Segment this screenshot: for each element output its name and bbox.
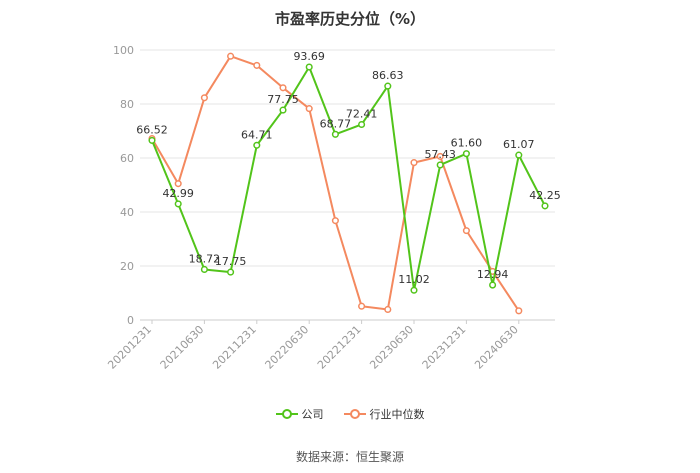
data-label-company: 12.94 (477, 268, 509, 281)
data-point-industry-median (515, 307, 523, 315)
x-tick-label: 20230630 (367, 323, 416, 372)
data-point-company (279, 106, 287, 114)
data-point-company (462, 150, 470, 158)
x-tick-label: 20231231 (420, 323, 469, 372)
data-point-industry-median (331, 217, 339, 225)
data-label-company: 57.43 (424, 148, 456, 161)
data-label-company: 77.75 (267, 93, 299, 106)
data-point-industry-median (358, 302, 366, 310)
legend-label-company: 公司 (301, 408, 324, 421)
data-label-company: 42.25 (529, 189, 561, 202)
x-tick-label: 20240630 (472, 323, 521, 372)
data-label-company: 86.63 (372, 69, 404, 82)
legend-item-company[interactable]: 公司 (275, 406, 324, 422)
data-point-company (227, 268, 235, 276)
x-tick-label: 20211231 (210, 323, 259, 372)
data-label-company: 18.72 (189, 252, 221, 265)
data-point-industry-median (462, 227, 470, 235)
legend-swatch-industry-median (343, 409, 366, 419)
x-tick-label: 20220630 (263, 323, 312, 372)
data-label-company: 17.75 (215, 255, 247, 268)
data-label-company: 64.71 (241, 128, 273, 141)
data-point-company (305, 63, 313, 71)
data-label-company: 61.07 (503, 138, 535, 151)
data-point-company (358, 120, 366, 129)
data-label-company: 11.02 (398, 273, 430, 286)
data-label-company: 61.60 (451, 137, 483, 150)
series-line-industry-median (151, 55, 520, 312)
data-point-industry-median (200, 94, 208, 102)
data-point-industry-median (384, 305, 392, 314)
legend: 公司 行业中位数 (0, 406, 700, 422)
data-point-company (384, 82, 392, 90)
data-label-company: 68.77 (320, 117, 352, 130)
y-tick-label: 20 (120, 260, 134, 273)
data-point-industry-median (436, 152, 444, 160)
data-point-company (436, 161, 444, 169)
data-point-industry-median (279, 84, 287, 92)
data-point-company (541, 202, 549, 210)
y-tick-label: 80 (120, 98, 134, 111)
data-point-company (174, 200, 182, 208)
data-point-company (331, 130, 339, 138)
chart-title: 市盈率历史分位（%） (274, 10, 426, 28)
data-label-company: 72.41 (346, 107, 378, 120)
series-line-company (151, 66, 546, 292)
data-label-company: 93.69 (293, 50, 325, 63)
x-tick-label: 20221231 (315, 323, 364, 372)
legend-label-industry-median: 行业中位数 (369, 408, 425, 421)
data-point-company (148, 136, 156, 144)
data-point-company (515, 151, 523, 159)
data-label-company: 42.99 (162, 187, 194, 200)
data-point-industry-median (174, 180, 182, 188)
data-point-industry-median (227, 52, 235, 60)
legend-item-industry-median[interactable]: 行业中位数 (343, 406, 425, 422)
data-point-company (489, 281, 497, 289)
legend-swatch-company (275, 409, 298, 419)
data-point-company (200, 265, 208, 274)
data-source: 数据来源：恒生聚源 (295, 450, 404, 464)
y-tick-label: 0 (127, 314, 134, 327)
y-tick-label: 100 (113, 44, 134, 57)
data-point-company (253, 141, 261, 149)
data-point-industry-median (253, 61, 261, 69)
x-tick-label: 20210630 (158, 323, 207, 372)
y-tick-label: 60 (120, 152, 134, 165)
data-label-company: 66.52 (136, 123, 168, 136)
data-point-company (410, 286, 418, 294)
data-point-industry-median (410, 159, 418, 167)
y-tick-label: 40 (120, 206, 134, 219)
x-tick-label: 20201231 (105, 323, 154, 372)
data-point-industry-median (305, 105, 313, 113)
